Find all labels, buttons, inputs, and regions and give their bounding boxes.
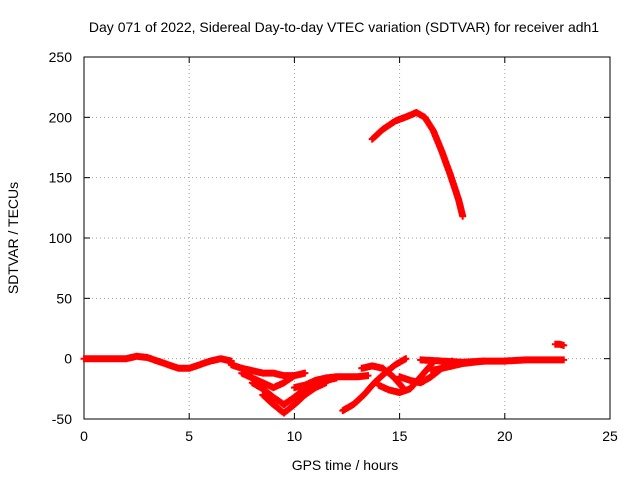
series-points bbox=[80, 352, 235, 372]
y-tick-label: 150 bbox=[49, 170, 73, 186]
axis-ticks: 0 5 10 15 20 25 -50 0 50 100 150 200 250 bbox=[49, 49, 618, 444]
y-axis-label: SDTVAR / TECUs bbox=[5, 182, 21, 294]
x-axis-label: GPS time / hours bbox=[292, 457, 399, 473]
y-tick-label: -50 bbox=[52, 411, 72, 427]
series-arc-10-13 bbox=[290, 372, 372, 392]
x-tick-label: 10 bbox=[287, 428, 303, 444]
x-tick-label: 5 bbox=[185, 428, 193, 444]
series-points bbox=[368, 109, 467, 220]
series-points bbox=[427, 357, 488, 375]
series-points bbox=[290, 372, 372, 392]
series-arc-baseline-late bbox=[417, 356, 568, 366]
series-arc-8-10c bbox=[259, 379, 330, 417]
series-points bbox=[259, 379, 330, 417]
series-arc-baseline-early bbox=[80, 352, 235, 372]
y-tick-label: 200 bbox=[49, 109, 73, 125]
y-tick-label: 0 bbox=[64, 351, 72, 367]
series-arc-high bbox=[368, 109, 467, 220]
series-points bbox=[238, 369, 298, 392]
y-tick-label: 100 bbox=[49, 230, 73, 246]
series-arc-8-10a bbox=[238, 369, 298, 392]
x-tick-label: 25 bbox=[602, 428, 618, 444]
x-tick-label: 20 bbox=[497, 428, 513, 444]
y-tick-label: 50 bbox=[56, 290, 72, 306]
series-points bbox=[339, 355, 410, 415]
series-arc-12-15 bbox=[339, 355, 410, 415]
chart-title: Day 071 of 2022, Sidereal Day-to-day VTE… bbox=[89, 19, 599, 35]
y-tick-label: 250 bbox=[49, 49, 73, 65]
x-tick-label: 15 bbox=[392, 428, 408, 444]
series-points bbox=[358, 362, 408, 393]
series-arc-16-19 bbox=[427, 357, 488, 375]
series-arc-22 bbox=[551, 340, 568, 349]
data-series bbox=[80, 109, 568, 417]
series-points bbox=[417, 356, 568, 366]
series-points bbox=[551, 340, 568, 349]
x-tick-label: 0 bbox=[80, 428, 88, 444]
series-arc-13-15a bbox=[358, 362, 408, 393]
